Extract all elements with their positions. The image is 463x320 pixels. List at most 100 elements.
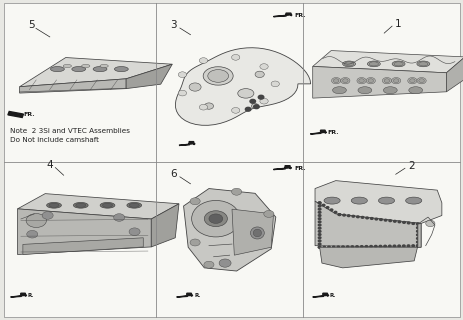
Circle shape xyxy=(208,214,222,223)
Polygon shape xyxy=(179,142,194,145)
Circle shape xyxy=(251,104,258,108)
Polygon shape xyxy=(175,48,310,125)
Ellipse shape xyxy=(357,87,371,94)
Circle shape xyxy=(351,215,354,217)
Circle shape xyxy=(322,246,325,248)
Circle shape xyxy=(199,58,207,63)
Circle shape xyxy=(178,90,186,96)
Circle shape xyxy=(318,234,320,236)
Polygon shape xyxy=(312,293,328,297)
Polygon shape xyxy=(19,79,126,93)
Polygon shape xyxy=(18,209,151,254)
Circle shape xyxy=(411,245,413,247)
Circle shape xyxy=(383,245,386,247)
Circle shape xyxy=(263,211,273,217)
Circle shape xyxy=(318,246,320,248)
Circle shape xyxy=(322,204,324,206)
Circle shape xyxy=(416,227,418,228)
Text: FR.: FR. xyxy=(294,166,305,172)
Circle shape xyxy=(416,245,418,246)
Circle shape xyxy=(411,223,413,224)
Ellipse shape xyxy=(203,67,232,85)
Polygon shape xyxy=(312,67,445,98)
Circle shape xyxy=(26,213,46,228)
Polygon shape xyxy=(314,201,420,247)
Circle shape xyxy=(231,54,239,60)
Circle shape xyxy=(347,215,349,217)
Circle shape xyxy=(332,79,338,83)
Text: 6: 6 xyxy=(170,169,176,179)
Text: 1: 1 xyxy=(394,19,400,28)
Circle shape xyxy=(113,214,125,221)
Circle shape xyxy=(340,77,349,84)
Text: 3: 3 xyxy=(170,20,176,30)
Ellipse shape xyxy=(50,67,64,72)
Ellipse shape xyxy=(408,87,422,94)
Polygon shape xyxy=(19,58,172,87)
Ellipse shape xyxy=(75,203,86,207)
Circle shape xyxy=(393,79,398,83)
Circle shape xyxy=(318,215,320,216)
Circle shape xyxy=(416,77,425,84)
Circle shape xyxy=(402,245,404,247)
Ellipse shape xyxy=(100,64,108,68)
Circle shape xyxy=(331,77,340,84)
Circle shape xyxy=(416,234,418,236)
Text: Note  2 3Si and VTEC Assemblies
Do Not include camshaft: Note 2 3Si and VTEC Assemblies Do Not in… xyxy=(10,128,130,143)
Ellipse shape xyxy=(405,197,421,204)
Circle shape xyxy=(231,108,239,113)
Circle shape xyxy=(270,81,279,87)
Circle shape xyxy=(259,98,268,104)
Ellipse shape xyxy=(250,227,264,239)
Circle shape xyxy=(332,246,334,248)
Ellipse shape xyxy=(47,203,61,208)
Circle shape xyxy=(374,218,377,220)
Circle shape xyxy=(318,208,320,210)
Polygon shape xyxy=(23,238,143,254)
Circle shape xyxy=(416,241,418,243)
Ellipse shape xyxy=(191,200,239,237)
Polygon shape xyxy=(310,130,326,134)
Circle shape xyxy=(360,246,362,247)
Circle shape xyxy=(391,77,400,84)
Circle shape xyxy=(318,237,320,239)
Text: R.: R. xyxy=(194,292,200,298)
Ellipse shape xyxy=(378,197,394,204)
Circle shape xyxy=(392,245,395,247)
Circle shape xyxy=(369,218,372,220)
Circle shape xyxy=(318,243,320,245)
Circle shape xyxy=(318,205,320,207)
Circle shape xyxy=(333,211,336,213)
Ellipse shape xyxy=(382,87,396,94)
Circle shape xyxy=(259,64,268,69)
Circle shape xyxy=(330,209,332,211)
Ellipse shape xyxy=(49,203,59,207)
Text: FR.: FR. xyxy=(327,130,338,135)
Circle shape xyxy=(382,77,391,84)
Polygon shape xyxy=(151,204,179,247)
Ellipse shape xyxy=(100,203,115,208)
Ellipse shape xyxy=(416,61,429,67)
Text: FR.: FR. xyxy=(294,13,305,18)
Circle shape xyxy=(409,79,414,83)
Circle shape xyxy=(203,261,213,268)
Circle shape xyxy=(318,230,320,232)
Circle shape xyxy=(190,198,200,205)
Ellipse shape xyxy=(253,229,261,237)
Circle shape xyxy=(255,71,264,77)
Ellipse shape xyxy=(323,197,339,204)
Circle shape xyxy=(379,219,382,220)
Circle shape xyxy=(27,230,38,238)
Ellipse shape xyxy=(81,64,90,68)
Circle shape xyxy=(350,246,353,248)
Ellipse shape xyxy=(102,203,113,207)
Circle shape xyxy=(346,246,348,248)
Ellipse shape xyxy=(126,203,141,208)
Circle shape xyxy=(364,245,367,247)
Circle shape xyxy=(219,259,231,267)
Circle shape xyxy=(416,230,418,232)
Circle shape xyxy=(318,202,320,204)
Circle shape xyxy=(342,214,344,216)
Circle shape xyxy=(336,246,339,248)
Ellipse shape xyxy=(391,61,404,67)
